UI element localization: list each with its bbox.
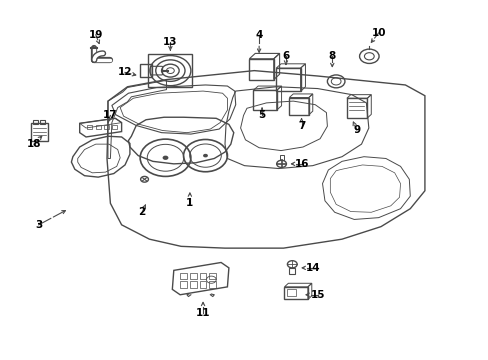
Text: 10: 10	[370, 28, 385, 38]
Circle shape	[203, 154, 207, 157]
Text: 7: 7	[297, 121, 305, 131]
Text: 1: 1	[186, 198, 193, 208]
Text: 16: 16	[294, 159, 308, 169]
Bar	[180, 282, 186, 288]
Bar	[33, 120, 38, 124]
Bar	[104, 126, 109, 129]
Text: 19: 19	[88, 30, 103, 40]
Bar	[96, 126, 101, 129]
Text: 11: 11	[195, 308, 210, 318]
Text: 8: 8	[328, 51, 335, 61]
Text: 3: 3	[35, 220, 42, 230]
Bar	[180, 273, 186, 279]
Text: 12: 12	[118, 67, 132, 77]
Text: 17: 17	[103, 111, 118, 121]
Bar	[40, 120, 44, 124]
Bar	[287, 289, 296, 296]
Bar	[199, 282, 206, 288]
Bar	[209, 273, 216, 279]
Bar	[209, 282, 216, 288]
Bar	[189, 273, 196, 279]
Bar	[189, 282, 196, 288]
Bar	[112, 126, 117, 129]
Bar	[87, 126, 92, 129]
Text: 9: 9	[352, 125, 360, 135]
Text: 5: 5	[258, 111, 265, 121]
Text: 6: 6	[282, 51, 289, 61]
Text: 18: 18	[26, 139, 41, 149]
Bar	[199, 273, 206, 279]
Text: 2: 2	[138, 207, 145, 217]
Text: 4: 4	[255, 30, 262, 40]
Text: 13: 13	[163, 37, 177, 47]
Bar	[289, 268, 295, 274]
Text: 15: 15	[310, 290, 324, 300]
Bar	[279, 155, 283, 160]
Circle shape	[162, 156, 168, 160]
Text: 14: 14	[305, 263, 320, 273]
